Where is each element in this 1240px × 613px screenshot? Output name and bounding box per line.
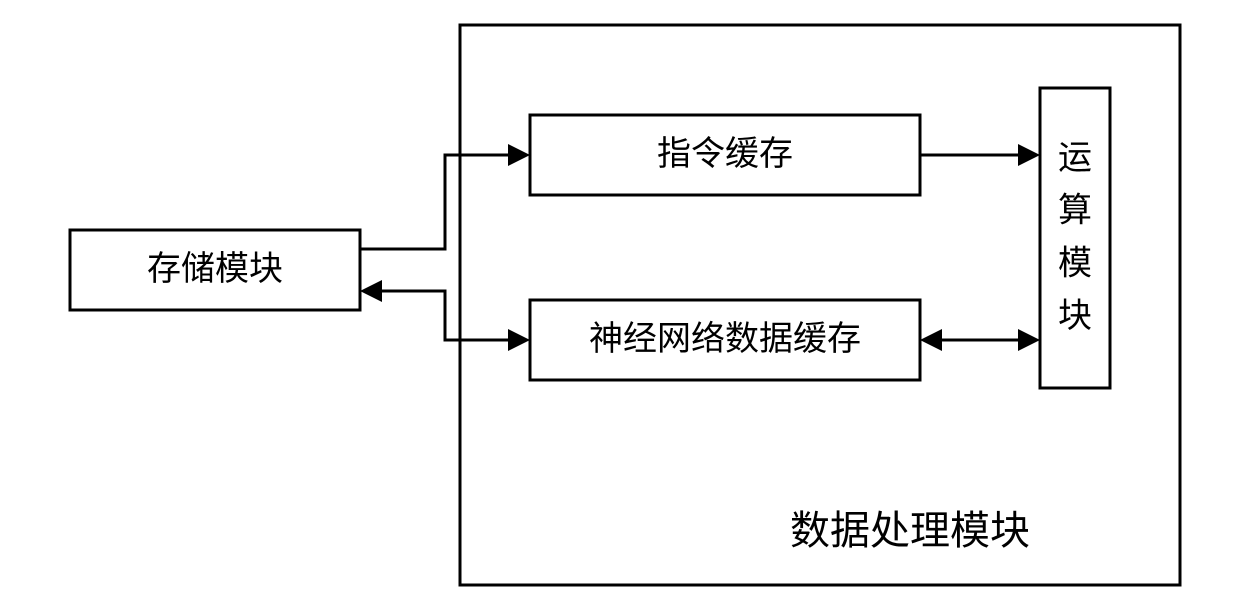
storage-module-label: 存储模块 [147, 250, 283, 288]
diagram-canvas: 存储模块 指令缓存 神经网络数据缓存 运算模块 数据处理模块 [0, 0, 1240, 613]
arrowhead-icon [360, 280, 382, 302]
compute-module-box [1040, 88, 1110, 388]
instruction-cache-label: 指令缓存 [657, 135, 793, 173]
processing-container-label: 数据处理模块 [790, 508, 1030, 553]
nn-cache-label: 神经网络数据缓存 [589, 320, 861, 358]
